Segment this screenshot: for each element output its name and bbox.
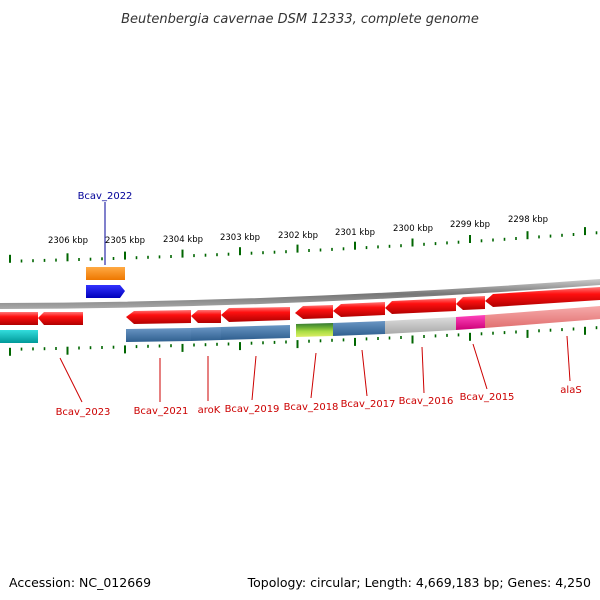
gene-label-bcav-2015[interactable]: Bcav_2015 [460, 392, 515, 403]
gene-bcav-2021[interactable] [126, 310, 191, 324]
gene-label-arok[interactable]: aroK [198, 405, 221, 416]
gene-bcav-2017[interactable] [333, 302, 385, 317]
label-leader-lines [59, 202, 571, 403]
scale-label: 2302 kbp [278, 231, 318, 241]
cog-feature-lime[interactable] [296, 323, 333, 337]
cog-feature-steel[interactable] [221, 325, 290, 340]
accession-text: Accession: NC_012669 [9, 575, 151, 590]
scale-label: 2299 kbp [450, 220, 490, 230]
scale-label: 2304 kbp [163, 235, 203, 245]
cog-feature-cyan[interactable] [0, 330, 38, 343]
gene-bcav-2015[interactable] [456, 296, 485, 310]
genome-title: Beutenbergia cavernae DSM 12333, complet… [121, 12, 479, 27]
gene-label-bcav-2018[interactable]: Bcav_2018 [284, 402, 339, 413]
scale-label: 2300 kbp [393, 224, 433, 234]
gene-label-bcav-2017[interactable]: Bcav_2017 [341, 399, 396, 410]
leader-line [421, 346, 425, 394]
cog-feature-steel[interactable] [126, 328, 191, 342]
gene-bcav-2016[interactable] [385, 298, 456, 314]
scale-labels: 2306 kbp 2305 kbp 2304 kbp 2303 kbp 2302… [48, 215, 548, 246]
genome-backbone [0, 279, 600, 309]
gene-arok[interactable] [191, 310, 221, 323]
leader-line [59, 357, 83, 403]
gene-bcav-2022[interactable] [86, 285, 125, 298]
scale-label: 2305 kbp [105, 236, 145, 246]
cog-feature-magenta[interactable] [456, 315, 485, 330]
cog-feature-pink[interactable] [485, 306, 600, 328]
gene-bcav-2023a[interactable] [0, 312, 38, 325]
gene-label-bcav-2016[interactable]: Bcav_2016 [399, 396, 454, 407]
scale-label: 2298 kbp [508, 215, 548, 225]
scale-label: 2303 kbp [220, 233, 260, 243]
gene-bcav-2019[interactable] [221, 307, 290, 322]
leader-line [361, 349, 368, 397]
cog-feature-track [0, 306, 600, 343]
cog-feature-gray[interactable] [385, 317, 456, 334]
gene-label-bcav-2021[interactable]: Bcav_2021 [134, 406, 189, 417]
gene-bcav-2018[interactable] [295, 305, 333, 319]
gene-label-bcav-2019[interactable]: Bcav_2019 [225, 404, 280, 415]
outer-scale-ticks [9, 227, 598, 263]
scale-label: 2306 kbp [48, 236, 88, 246]
red-gene-track [0, 287, 600, 325]
topology-text: Topology: circular; Length: 4,669,183 bp… [247, 575, 591, 590]
gene-labels: Bcav_2022 Bcav_2023 Bcav_2021 aroK Bcav_… [56, 191, 582, 418]
cog-feature-steel[interactable] [191, 327, 221, 341]
gene-label-bcav-2023[interactable]: Bcav_2023 [56, 407, 111, 418]
leader-line [310, 352, 317, 399]
cog-feature-steel[interactable] [333, 321, 385, 336]
gene-bcav-2023b[interactable] [38, 312, 83, 325]
gene-label-bcav-2022[interactable]: Bcav_2022 [78, 191, 133, 202]
scale-label: 2301 kbp [335, 228, 375, 238]
gene-alas[interactable] [485, 287, 600, 307]
leader-line [472, 343, 488, 390]
gene-label-alas[interactable]: alaS [560, 385, 581, 396]
inner-scale-ticks [9, 326, 598, 356]
gene-bcav-2022-orange[interactable] [86, 267, 125, 280]
leader-line [566, 335, 571, 382]
leader-line [251, 355, 257, 401]
